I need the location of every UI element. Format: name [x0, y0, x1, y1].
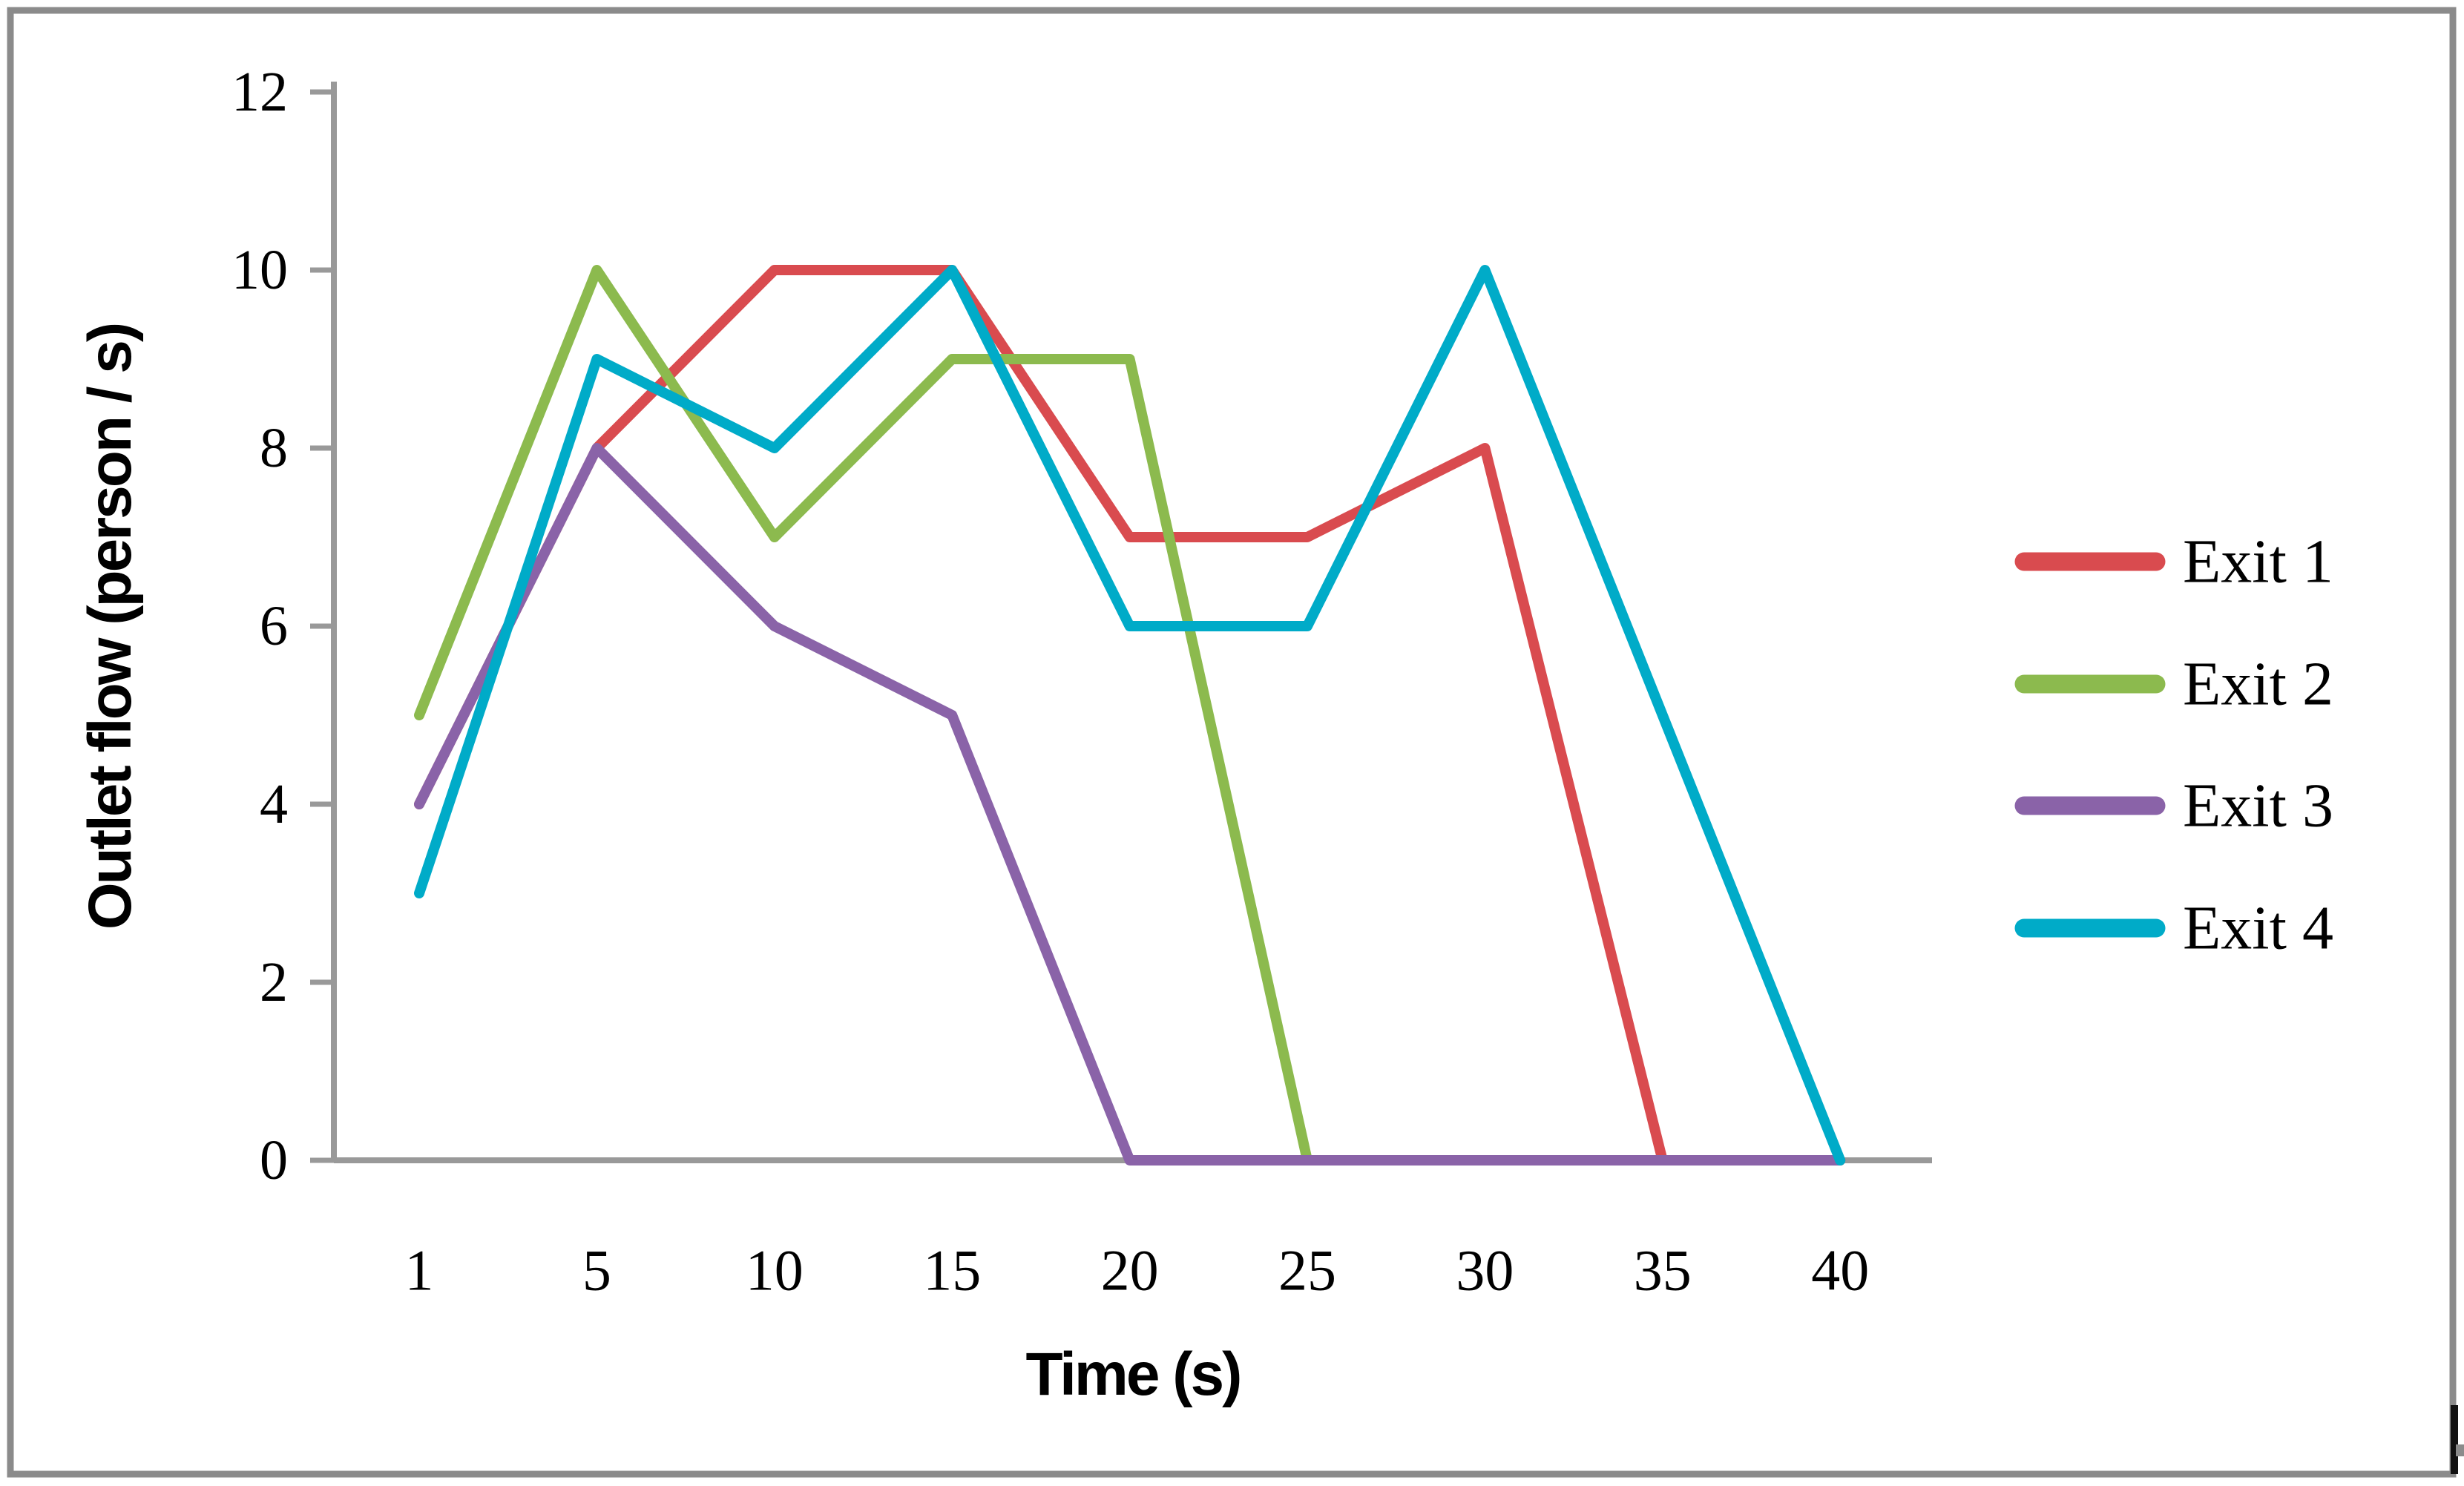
x-tick-label: 30: [1456, 1238, 1514, 1303]
legend-item: Exit 4: [2014, 894, 2333, 963]
y-tick-label: 4: [260, 773, 288, 835]
y-tick-label: 10: [231, 239, 288, 301]
y-tick-label: 0: [260, 1129, 288, 1191]
legend-label: Exit 1: [2183, 527, 2333, 596]
legend-item: Exit 2: [2014, 650, 2333, 719]
y-tick-label: 2: [260, 951, 288, 1013]
series-line-exit-4: [414, 265, 1846, 1166]
x-axis-title: Time (s): [1026, 1341, 1241, 1408]
legend-label: Exit 4: [2183, 894, 2333, 963]
x-tick-label: 20: [1101, 1238, 1159, 1303]
text-cursor-artifact: [2451, 1405, 2458, 1474]
legend-label: Exit 3: [2183, 772, 2333, 841]
x-tick-label: 40: [1811, 1238, 1869, 1303]
series-line-exit-3: [414, 443, 1846, 1166]
x-tick-label: 35: [1634, 1238, 1692, 1303]
y-tick-label: 8: [260, 417, 288, 479]
legend: Exit 1 Exit 2 Exit 3 Exit 4: [2014, 527, 2333, 963]
chart-border: [7, 7, 2457, 1478]
x-tick-label: 15: [923, 1238, 981, 1303]
legend-label: Exit 2: [2183, 650, 2333, 719]
y-tick-label: 12: [231, 61, 288, 123]
y-tick-label: 6: [260, 595, 288, 657]
y-axis-title: Outlet flow (person / s): [76, 324, 144, 930]
x-tick-label: 5: [582, 1238, 611, 1303]
legend-item: Exit 1: [2014, 527, 2333, 596]
border-nub: [2456, 1444, 2464, 1456]
legend-item: Exit 3: [2014, 772, 2333, 841]
series-lines: [414, 265, 1846, 1166]
x-tick-label: 1: [405, 1238, 434, 1303]
x-tick-label: 10: [746, 1238, 804, 1303]
x-tick-label: 25: [1278, 1238, 1336, 1303]
